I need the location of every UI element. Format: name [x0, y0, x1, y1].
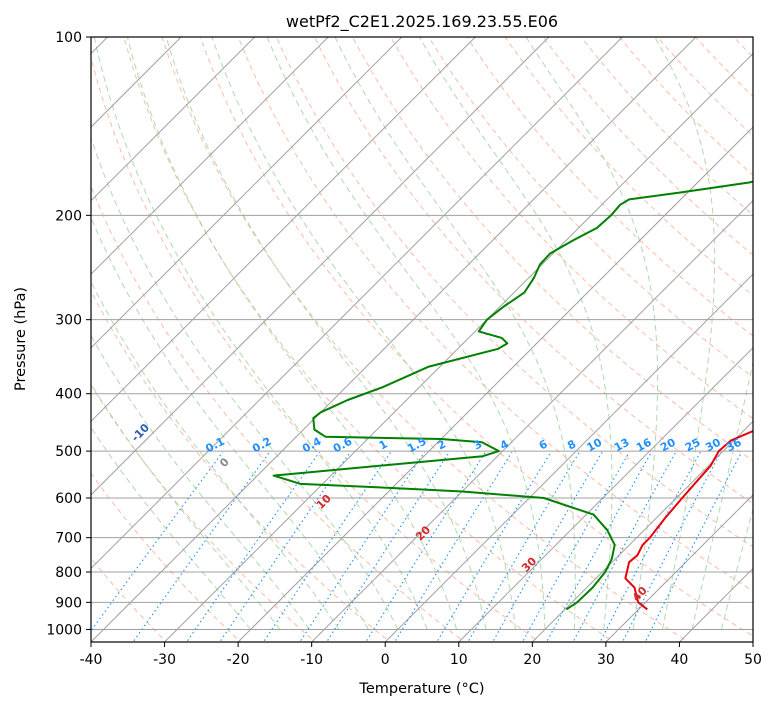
mixing-ratio-label: 25	[683, 436, 703, 455]
isotherm-line	[91, 37, 697, 642]
moist-adiabat-line	[165, 37, 487, 630]
isotherm-line	[91, 37, 550, 496]
isotherm-line	[91, 37, 329, 275]
isotherm-line	[91, 37, 623, 570]
y-tick-label: 1000	[46, 622, 82, 638]
x-axis-label: Temperature (°C)	[358, 681, 484, 697]
moist-adiabat-line	[691, 360, 753, 630]
mixing-ratio-label: 10	[585, 436, 605, 455]
x-tick-label: -30	[153, 652, 176, 668]
isotherm-line	[311, 199, 753, 642]
moist-adiabat-line	[91, 334, 310, 630]
dry-adiabat-line	[123, 37, 615, 642]
grid-lines	[91, 37, 753, 642]
x-tick-label: 50	[744, 652, 762, 668]
isotherm-line	[384, 273, 753, 642]
x-tick-label: -20	[227, 652, 250, 668]
mixing-ratio-line	[394, 451, 513, 642]
mixing-ratio-line	[326, 451, 450, 642]
mixing-ratio-label: 16	[634, 436, 654, 455]
y-tick-label: 500	[55, 444, 82, 460]
temperature-line	[624, 430, 753, 611]
isotherm-line	[458, 347, 753, 642]
moist-adiabat-line	[525, 37, 659, 630]
moist-adiabat-line	[654, 37, 716, 630]
x-tick-label: -40	[80, 652, 103, 668]
isotherm-line	[164, 52, 753, 642]
mixing-ratio-label: 30	[703, 436, 723, 455]
mixing-ratio-label: 36	[724, 436, 744, 455]
moist-adiabat-line	[126, 37, 458, 630]
mixing-ratio-line	[186, 451, 320, 642]
mixing-ratio-line	[436, 451, 552, 642]
x-tick-label: 10	[450, 652, 468, 668]
y-tick-label: 900	[55, 595, 82, 611]
moist-adiabat-line	[91, 280, 340, 630]
x-tick-label: 0	[381, 652, 390, 668]
y-tick-label: 200	[55, 208, 82, 224]
x-tick-label: 20	[523, 652, 541, 668]
y-tick-label: 100	[55, 30, 82, 46]
mixing-ratio-line	[467, 451, 580, 642]
mixing-ratio-line	[621, 451, 722, 642]
axes: -40 -30 -20 -10 0 10 20 30 40 50 100 200 300 400 500 60…	[46, 30, 762, 668]
plot-frame	[90, 36, 754, 643]
moist-adiabat-line	[720, 507, 753, 630]
x-tick-label: 30	[597, 652, 615, 668]
dry-adiabat-line	[504, 37, 753, 297]
moist-adiabat-line	[91, 382, 281, 630]
y-tick-label: 700	[55, 531, 82, 547]
x-tick-label: -10	[300, 652, 323, 668]
isotherm-line	[91, 37, 403, 349]
isotherm-line	[237, 126, 753, 642]
moist-adiabat-line	[266, 37, 546, 630]
dry-adiabat-line	[91, 384, 317, 642]
moist-adiabat-line	[418, 37, 613, 630]
mixing-ratio-line	[219, 451, 351, 642]
moist-adiabat-line	[91, 426, 252, 630]
x-tick-label: 40	[671, 652, 689, 668]
mixing-ratio-label: 20	[658, 436, 678, 455]
chart-title: wetPf2_C2E1.2025.169.23.55.E06	[286, 12, 558, 32]
dry-adiabat-line	[390, 37, 753, 420]
isotherm-line	[91, 37, 476, 423]
mixing-ratio-line	[599, 451, 701, 642]
dry-adiabat-line	[313, 37, 753, 505]
isotherm-line	[605, 494, 753, 642]
dry-adiabat-line	[237, 37, 753, 592]
mixing-ratio-line	[299, 451, 425, 642]
mixing-ratio-line	[262, 451, 392, 642]
line-labels: 0.10.20.40.611.52346810131620253036-100-…	[129, 421, 744, 604]
dry-adiabat-line	[275, 37, 753, 548]
moist-adiabat-line	[91, 136, 399, 630]
y-axis-label: Pressure (hPa)	[13, 287, 29, 391]
y-tick-label: 800	[55, 565, 82, 581]
dry-adiabat-line	[91, 557, 167, 642]
moist-adiabat-line	[334, 37, 576, 630]
moist-adiabat-line	[93, 37, 428, 630]
moist-adiabat-line	[91, 216, 369, 630]
series-group	[272, 180, 753, 611]
moist-adiabat-line	[211, 37, 516, 630]
dry-adiabat-line	[91, 185, 466, 642]
mixing-ratio-line	[365, 451, 486, 642]
y-tick-label: 300	[55, 313, 82, 329]
mixing-ratio-line	[492, 451, 603, 642]
dewpoint-line	[272, 180, 753, 611]
dry-adiabat-line	[428, 37, 753, 378]
dry-adiabat-line	[91, 290, 391, 642]
mixing-ratio-lines	[91, 451, 743, 642]
mixing-ratio-label: 13	[612, 436, 632, 455]
y-tick-label: 400	[55, 387, 82, 403]
isotherm-line	[531, 420, 753, 642]
y-tick-label: 600	[55, 491, 82, 507]
isotherm-line	[91, 37, 256, 202]
